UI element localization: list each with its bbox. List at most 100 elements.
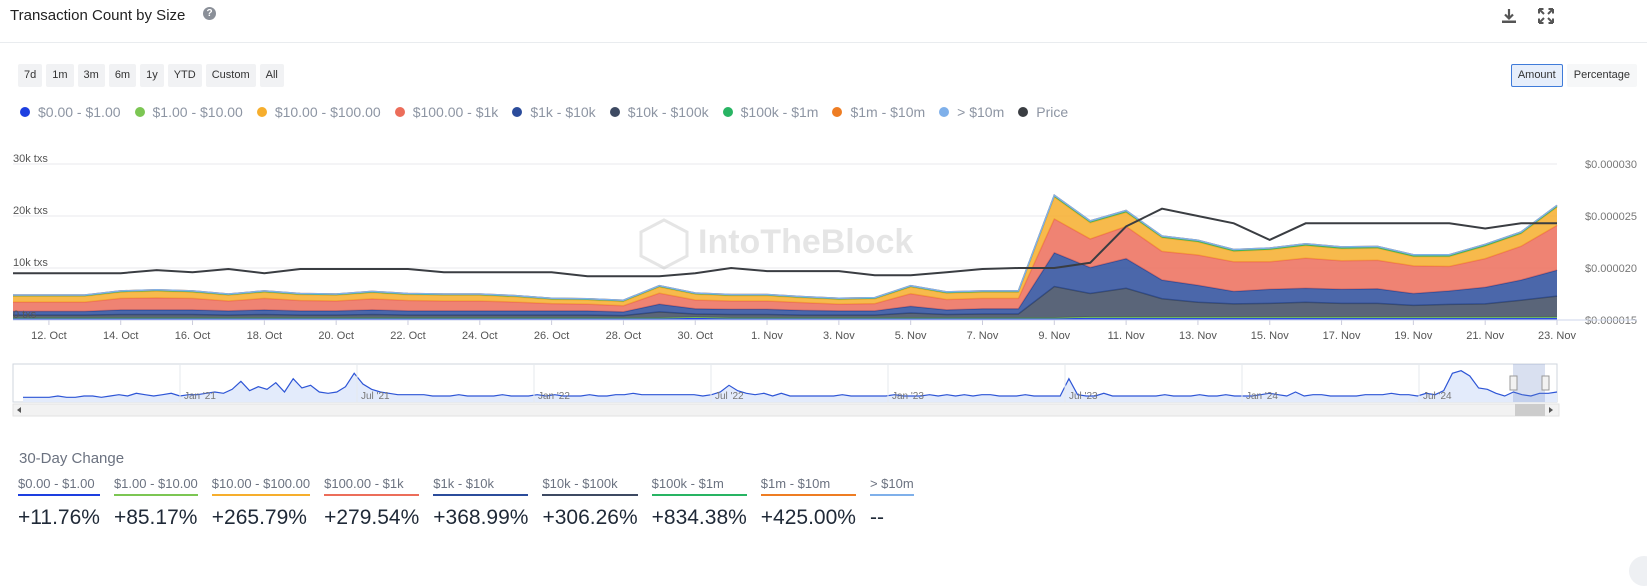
- x-tick-label: 23. Nov: [1538, 330, 1576, 342]
- y-left-tick-label: 0 txs: [13, 309, 37, 321]
- change-item: $0.00 - $1.00 +11.76%: [18, 476, 100, 530]
- x-tick-label: 24. Oct: [462, 330, 497, 342]
- x-tick-label: 11. Nov: [1108, 330, 1146, 342]
- area-series[interactable]: [13, 218, 1557, 312]
- x-tick-label: 26. Oct: [534, 330, 569, 342]
- change-value: +425.00%: [760, 506, 856, 529]
- navigator-line: [23, 370, 1558, 398]
- legend-label: $1k - $10k: [530, 104, 596, 120]
- range-button-6m[interactable]: 6m: [108, 64, 137, 87]
- x-tick-label: 14. Oct: [103, 330, 138, 342]
- change-item: > $10m --: [869, 476, 914, 530]
- change-item: $10k - $100k +306.26%: [542, 476, 638, 530]
- y-right-tick-label: $0.000025: [1585, 211, 1637, 223]
- legend-dot: [609, 107, 620, 117]
- navigator-handle[interactable]: [1509, 375, 1518, 391]
- scroll-left-icon[interactable]: [17, 407, 21, 413]
- legend-item[interactable]: $10k - $100k: [609, 104, 709, 120]
- scrollbar-thumb[interactable]: [1515, 404, 1545, 416]
- change-item: $1k - $10k +368.99%: [433, 476, 529, 530]
- legend-item[interactable]: $0.00 - $1.00: [20, 104, 121, 120]
- expand-icon[interactable]: [1536, 6, 1556, 26]
- legend-item[interactable]: $100.00 - $1k: [394, 104, 498, 120]
- legend-item[interactable]: $10.00 - $100.00: [256, 104, 381, 120]
- scrollbar-track[interactable]: [12, 403, 1560, 417]
- legend-label: Price: [1036, 104, 1069, 120]
- x-tick-label: 21. Nov: [1466, 330, 1504, 342]
- legend-dot: [394, 107, 405, 117]
- navigator-chart[interactable]: Jan '21 Jul '21 Jan '22 Jul '22 Jan '23 Jul '…: [0, 362, 1647, 418]
- navigator-label: Jul '24: [1423, 391, 1452, 402]
- navigator-label: Jan '24: [1246, 391, 1278, 402]
- legend-item[interactable]: > $10m: [939, 104, 1004, 120]
- range-button-3m[interactable]: 3m: [77, 64, 105, 87]
- change-label: $10k - $100k: [542, 476, 638, 496]
- x-tick-label: 19. Nov: [1394, 330, 1432, 342]
- change-label: $10.00 - $100.00: [211, 476, 311, 496]
- mode-button-percentage[interactable]: Percentage: [1566, 64, 1637, 87]
- change-label: $1m - $10m: [760, 476, 856, 496]
- x-tick-label: 15. Nov: [1251, 330, 1289, 342]
- range-button-1y[interactable]: 1y: [140, 64, 164, 87]
- change-label: $1k - $10k: [433, 476, 529, 496]
- legend-item[interactable]: $1m - $10m: [832, 104, 925, 120]
- navigator-label: Jan '21: [184, 391, 216, 402]
- change-item: $100.00 - $1k +279.54%: [324, 476, 420, 530]
- legend-dot: [20, 107, 30, 117]
- x-tick-label: 13. Nov: [1179, 330, 1217, 342]
- navigator-label: Jul '23: [1069, 391, 1098, 402]
- legend-item[interactable]: Price: [1018, 104, 1068, 120]
- legend-item[interactable]: $1.00 - $10.00: [134, 104, 243, 120]
- area-series-edge: [13, 194, 1558, 301]
- x-tick-label: 22. Oct: [390, 330, 425, 342]
- y-left-tick-label: 20k txs: [13, 205, 48, 217]
- watermark: IntoTheBlock: [639, 218, 913, 270]
- question-circle-icon[interactable]: ?: [203, 7, 216, 20]
- navigator-handle[interactable]: [1541, 375, 1550, 391]
- area-series-edge: [13, 251, 1558, 313]
- navigator-area: [23, 370, 1557, 402]
- legend-dot: [134, 107, 145, 117]
- download-icon[interactable]: [1499, 6, 1519, 26]
- range-button-all[interactable]: All: [259, 64, 284, 87]
- date-range-selector: 7d 1m 3m 6m 1y YTD Custom All: [18, 64, 284, 87]
- change-label: $0.00 - $1.00: [18, 476, 100, 496]
- legend-label: $1.00 - $10.00: [152, 104, 243, 120]
- chart-header: Transaction Count by Size ?: [0, 0, 1647, 43]
- legend-item[interactable]: $1k - $10k: [512, 104, 596, 120]
- change-value: +85.17%: [113, 506, 198, 529]
- watermark-text: IntoTheBlock: [698, 223, 913, 261]
- change-item: $1.00 - $10.00 +85.17%: [113, 476, 198, 530]
- navigator-selection[interactable]: [1513, 364, 1545, 402]
- change-section-title: 30-Day Change: [19, 450, 125, 467]
- price-line[interactable]: [13, 207, 1557, 278]
- range-button-ytd[interactable]: YTD: [167, 64, 202, 87]
- change-value: +368.99%: [433, 506, 529, 529]
- y-right-tick-label: $0.000020: [1585, 263, 1637, 275]
- change-label: $1.00 - $10.00: [113, 476, 198, 496]
- x-tick-label: 20. Oct: [318, 330, 353, 342]
- x-tick-label: 17. Nov: [1323, 330, 1361, 342]
- navigator-label: Jul '21: [361, 391, 390, 402]
- x-tick-label: 30. Oct: [677, 330, 712, 342]
- range-button-1m[interactable]: 1m: [46, 64, 74, 87]
- legend-item[interactable]: $100k - $1m: [722, 104, 818, 120]
- legend-dot: [939, 107, 950, 117]
- legend-label: > $10m: [957, 104, 1005, 120]
- x-tick-label: 7. Nov: [967, 330, 999, 342]
- scroll-right-icon[interactable]: [1549, 407, 1553, 413]
- legend-dot: [256, 107, 267, 117]
- y-left-tick-label: 30k txs: [13, 153, 48, 165]
- area-series[interactable]: [13, 286, 1557, 318]
- change-label: $100k - $1m: [651, 476, 747, 496]
- range-button-custom[interactable]: Custom: [205, 64, 256, 87]
- change-item: $10.00 - $100.00 +265.79%: [211, 476, 311, 530]
- display-mode-toggle: Amount Percentage: [1510, 64, 1637, 87]
- mode-button-amount[interactable]: Amount: [1510, 64, 1563, 87]
- y-left-tick-label: 10k txs: [13, 257, 48, 269]
- x-tick-label: 5. Nov: [895, 330, 927, 342]
- legend-label: $0.00 - $1.00: [38, 104, 121, 120]
- change-value: +265.79%: [211, 506, 307, 529]
- range-button-7d[interactable]: 7d: [18, 64, 43, 87]
- change-label: > $10m: [869, 476, 914, 496]
